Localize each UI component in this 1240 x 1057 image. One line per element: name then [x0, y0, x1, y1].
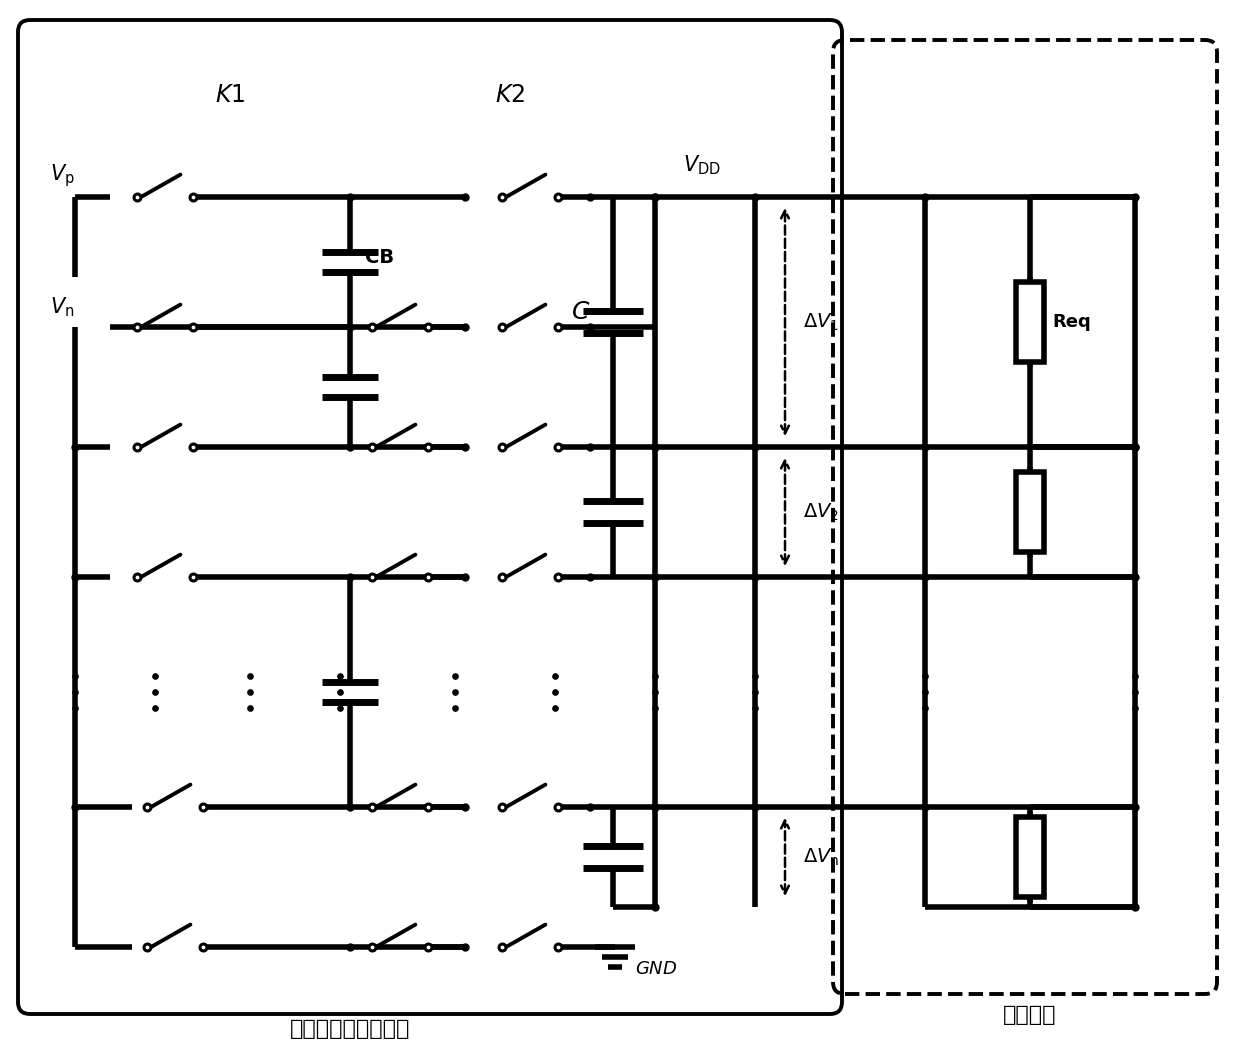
Text: $K2$: $K2$ — [495, 84, 525, 107]
Bar — [1016, 817, 1044, 897]
Text: 层间负载: 层间负载 — [1003, 1005, 1056, 1025]
Text: Req: Req — [1052, 313, 1091, 331]
Text: $\Delta V_2$: $\Delta V_2$ — [804, 501, 839, 522]
Text: $V_\mathrm{n}$: $V_\mathrm{n}$ — [50, 295, 74, 319]
Text: $V_\mathrm{p}$: $V_\mathrm{p}$ — [50, 162, 74, 189]
Bar — [1016, 472, 1044, 552]
Text: $\Delta V_1$: $\Delta V_1$ — [804, 312, 839, 333]
Bar — [1016, 282, 1044, 361]
Text: 开关电容电源转换器: 开关电容电源转换器 — [290, 1019, 410, 1039]
Text: $GND$: $GND$ — [635, 960, 677, 978]
Text: $K1$: $K1$ — [215, 84, 246, 107]
Text: $\Delta V_\mathrm{n}$: $\Delta V_\mathrm{n}$ — [804, 847, 839, 868]
Text: $V_\mathrm{DD}$: $V_\mathrm{DD}$ — [683, 153, 720, 177]
Text: CB: CB — [365, 247, 394, 266]
Text: $C$: $C$ — [572, 300, 590, 324]
